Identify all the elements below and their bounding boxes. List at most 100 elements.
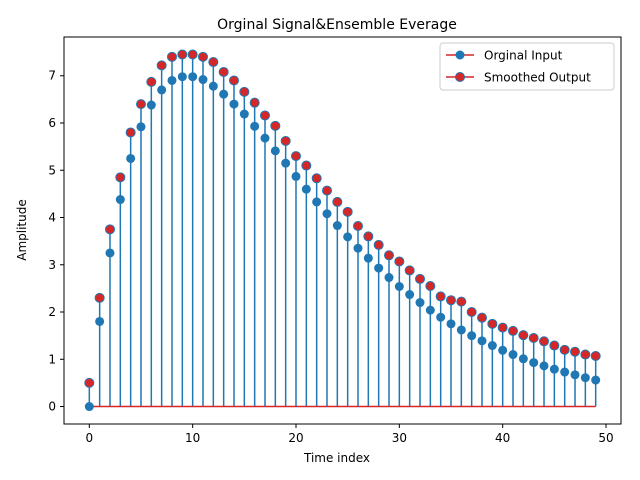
original-input-point: [467, 331, 477, 341]
smoothed-output-point: [228, 75, 239, 86]
smoothed-output-point: [94, 292, 105, 303]
plot-frame: [63, 36, 622, 425]
smoothed-output-point: [249, 97, 260, 108]
original-input-point: [95, 316, 105, 326]
original-input-point: [487, 341, 497, 351]
smoothed-output-point: [332, 196, 343, 207]
original-input-point: [477, 336, 487, 346]
smoothed-output-point: [570, 346, 581, 357]
legend: Orginal Input Smoothed Output: [439, 42, 615, 91]
y-tick-label: 6: [48, 116, 56, 130]
original-input-point: [219, 89, 229, 99]
original-input-point: [425, 305, 435, 315]
smoothed-output-point: [156, 60, 167, 71]
original-input-point: [508, 350, 518, 360]
smoothed-output-point: [135, 99, 146, 110]
smoothed-output-point: [104, 224, 115, 235]
legend-original-marker: [455, 50, 465, 60]
original-input-point: [446, 319, 456, 329]
original-input-point: [105, 248, 115, 258]
y-tick-label: 3: [48, 258, 56, 272]
original-input-point: [456, 325, 466, 335]
smoothed-output-point: [321, 185, 332, 196]
legend-smoothed-label: Smoothed Output: [484, 71, 591, 85]
chart-title: Orginal Signal&Ensemble Everage: [217, 17, 457, 33]
y-tick-label: 5: [48, 163, 56, 177]
smoothed-output-point: [115, 172, 126, 183]
y-tick-label: 1: [48, 352, 56, 366]
original-input-point: [394, 281, 404, 291]
original-input-point: [570, 370, 580, 380]
original-input-point: [239, 109, 249, 119]
y-axis-label: Amplitude: [15, 199, 29, 261]
smoothed-output-point: [425, 281, 436, 292]
smoothed-output-point: [270, 120, 281, 131]
smoothed-output-point: [508, 325, 519, 336]
original-input-point: [198, 75, 208, 85]
original-input-point: [146, 100, 156, 110]
smoothed-output-point: [528, 333, 539, 343]
original-input-point: [301, 184, 311, 194]
smoothed-output-point: [218, 66, 229, 77]
y-tick-label: 4: [48, 211, 56, 225]
original-input-point: [591, 375, 601, 385]
original-input-point: [560, 367, 570, 377]
x-tick-label: 0: [85, 431, 93, 445]
smoothed-output-point: [549, 340, 560, 351]
smoothed-output-point: [456, 296, 467, 307]
original-input-point: [177, 72, 187, 82]
smoothed-output-point: [497, 322, 508, 333]
original-input-point: [260, 133, 270, 143]
legend-item-smoothed: Smoothed Output: [446, 71, 591, 85]
smoothed-output-point: [239, 86, 250, 97]
smoothed-output-point: [187, 49, 198, 60]
smoothed-output-point: [259, 110, 270, 121]
x-tick-label: 50: [598, 431, 613, 445]
original-input-point: [188, 72, 198, 82]
x-tick-label: 10: [185, 431, 200, 445]
y-tick-label: 2: [48, 305, 56, 319]
original-input-point: [498, 345, 508, 355]
original-input-point: [353, 243, 363, 253]
smoothed-output-point: [197, 51, 208, 62]
smoothed-output-point: [84, 377, 95, 388]
stems-layer: [88, 54, 597, 407]
y-tick-label: 7: [48, 69, 56, 83]
original-input-point: [167, 75, 177, 85]
smoothed-output-point: [559, 344, 570, 355]
smoothed-output-point: [394, 256, 405, 267]
original-input-point: [529, 358, 539, 368]
plot-area: [63, 36, 622, 425]
smoothed-output-point: [446, 295, 457, 306]
original-input-point: [436, 312, 446, 322]
original-input-point: [384, 273, 394, 283]
original-input-point: [312, 197, 322, 207]
original-input-point: [270, 146, 280, 156]
smoothed-output-point: [353, 221, 364, 232]
smoothed-output-point: [477, 312, 488, 323]
legend-smoothed-marker: [455, 72, 465, 82]
smoothed-output-point: [363, 231, 374, 242]
original-input-point: [229, 99, 239, 109]
smoothed-output-point: [311, 173, 322, 184]
smoothed-output-point: [590, 350, 601, 361]
original-input-point: [208, 81, 218, 91]
original-input-point: [291, 171, 301, 181]
original-input-point: [539, 361, 549, 371]
smoothed-output-point: [280, 135, 291, 146]
legend-original-label: Orginal Input: [484, 49, 563, 63]
original-input-point: [115, 195, 125, 205]
smoothed-output-point: [125, 127, 136, 138]
smoothed-output-point: [487, 318, 498, 329]
original-input-point: [332, 221, 342, 231]
x-tick-label: 20: [288, 431, 303, 445]
smoothed-output-point: [580, 349, 591, 360]
x-axis-ticks: 0 10 20 30 40 50: [85, 424, 614, 445]
smoothed-output-point: [415, 273, 426, 284]
x-tick-label: 30: [392, 431, 407, 445]
smoothed-output-point: [384, 250, 395, 261]
smoothed-output-point: [342, 206, 353, 217]
legend-frame: [439, 42, 615, 91]
smoothed-output-point: [539, 336, 550, 347]
